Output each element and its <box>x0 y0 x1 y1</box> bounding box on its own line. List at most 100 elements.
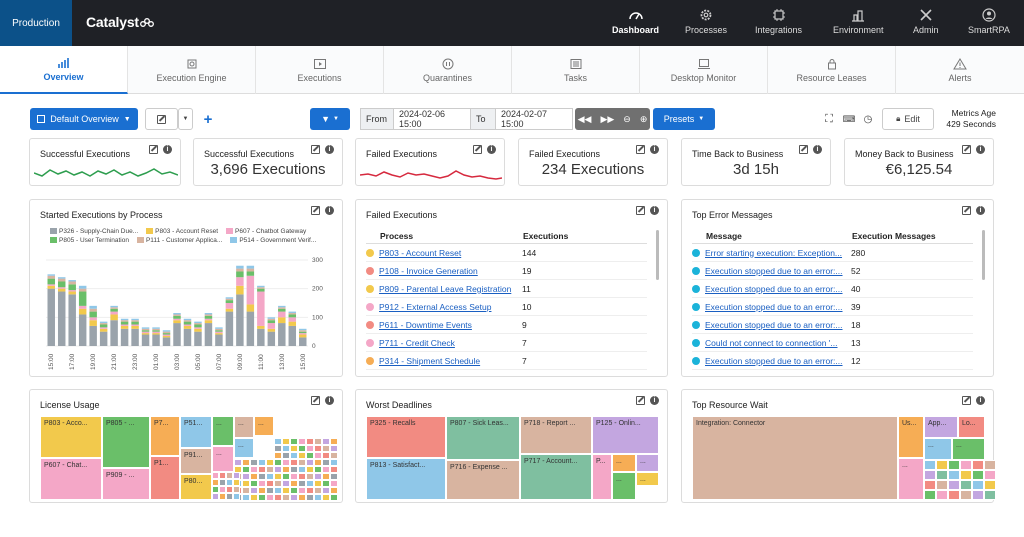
bar-segment[interactable] <box>78 308 87 315</box>
bar-segment[interactable] <box>78 291 87 306</box>
treemap-cell-small[interactable] <box>936 480 948 490</box>
bar-segment[interactable] <box>162 337 171 346</box>
treemap-cell-small[interactable] <box>306 445 314 452</box>
treemap-cell-small[interactable] <box>298 452 306 459</box>
error-message-link[interactable]: Execution stopped due to an error:... <box>705 319 843 330</box>
bar-segment[interactable] <box>257 325 265 329</box>
fullscreen-icon[interactable]: ⛶ <box>825 112 833 125</box>
treemap-cell-small[interactable] <box>282 473 290 480</box>
treemap-cell-small[interactable] <box>266 466 274 473</box>
bar-segment[interactable] <box>246 271 255 276</box>
bar-segment[interactable] <box>99 324 108 328</box>
bar-segment[interactable] <box>246 265 255 269</box>
bar-segment[interactable] <box>194 331 202 346</box>
error-message-link[interactable]: Could not connect to connection '... <box>705 337 838 348</box>
bar-segment[interactable] <box>57 288 66 292</box>
info-icon[interactable]: i <box>976 206 985 215</box>
bar-segment[interactable] <box>299 330 307 332</box>
treemap-cell[interactable]: ... <box>636 454 659 472</box>
treemap-cell-small[interactable] <box>924 460 936 470</box>
treemap-cell-small[interactable] <box>290 445 298 452</box>
bar-segment[interactable] <box>152 331 160 334</box>
treemap-cell[interactable]: P803 - Acco... <box>40 416 102 458</box>
error-message-link[interactable]: Execution stopped due to an error:... <box>705 283 843 294</box>
treemap-cell-small[interactable] <box>948 470 960 480</box>
bar-segment[interactable] <box>110 305 118 308</box>
bar-segment[interactable] <box>120 325 129 329</box>
bar-segment[interactable] <box>141 330 150 332</box>
treemap-cell[interactable]: P717 - Account... <box>520 454 592 500</box>
treemap-cell[interactable]: App... <box>924 416 958 438</box>
treemap-cell-small[interactable] <box>219 486 226 493</box>
dashboard-select[interactable]: Default Overview ▼ <box>30 108 138 130</box>
bar-segment[interactable] <box>288 321 297 326</box>
treemap-cell-small[interactable] <box>226 472 233 479</box>
bar-segment[interactable] <box>236 294 244 346</box>
tab-execution-engine[interactable]: Execution Engine <box>128 46 256 94</box>
treemap-cell-small[interactable] <box>330 487 338 494</box>
bar-segment[interactable] <box>194 323 202 325</box>
bar-segment[interactable] <box>141 333 150 335</box>
bar-segment[interactable] <box>131 320 139 322</box>
treemap-cell[interactable]: ... <box>898 458 924 500</box>
bar-segment[interactable] <box>68 294 76 346</box>
treemap-cell-small[interactable] <box>290 494 298 501</box>
treemap-cell[interactable]: P805 - ... <box>102 416 150 468</box>
bar-segment[interactable] <box>141 331 150 334</box>
info-icon[interactable]: i <box>325 145 334 154</box>
treemap-cell-small[interactable] <box>972 480 984 490</box>
bar-segment[interactable] <box>236 277 244 286</box>
bar-segment[interactable] <box>215 328 223 331</box>
bar-segment[interactable] <box>120 328 129 346</box>
bar-segment[interactable] <box>110 308 118 312</box>
filter-button[interactable]: ▼ ▼ <box>310 108 350 130</box>
bar-segment[interactable] <box>173 320 181 324</box>
bar-segment[interactable] <box>47 275 55 279</box>
treemap-cell-small[interactable] <box>960 460 972 470</box>
treemap-cell-small[interactable] <box>322 459 330 466</box>
tab-alerts[interactable]: Alerts <box>896 46 1024 94</box>
treemap-cell-small[interactable] <box>948 480 960 490</box>
bar-segment[interactable] <box>267 320 276 324</box>
bar-segment[interactable] <box>57 291 66 346</box>
process-link[interactable]: P912 - External Access Setup <box>379 301 492 312</box>
bar-segment[interactable] <box>246 275 255 305</box>
treemap-cell-small[interactable] <box>266 494 274 501</box>
tab-tasks[interactable]: Tasks <box>512 46 640 94</box>
edit-icon[interactable] <box>473 145 482 154</box>
treemap-cell[interactable]: P607 - Chat... <box>40 458 102 500</box>
bar-segment[interactable] <box>78 314 87 346</box>
legend-item[interactable]: P111 - Customer Applica... <box>136 237 222 244</box>
dashboard-menu-dropdown[interactable]: ▼ <box>178 108 193 130</box>
treemap-cell-small[interactable] <box>322 494 330 501</box>
bar-segment[interactable] <box>57 277 66 279</box>
scrollbar[interactable] <box>656 230 659 280</box>
treemap-cell[interactable]: P716 - Expense ... <box>446 460 520 500</box>
bar-segment[interactable] <box>183 320 192 322</box>
bar-segment[interactable] <box>267 318 276 321</box>
treemap-cell-small[interactable] <box>250 459 258 466</box>
treemap-cell-small[interactable] <box>258 480 266 487</box>
bar-segment[interactable] <box>120 321 129 325</box>
treemap-cell-small[interactable] <box>266 480 274 487</box>
treemap-cell[interactable]: ... <box>636 472 659 486</box>
treemap-cell-small[interactable] <box>322 438 330 445</box>
treemap-cell-small[interactable] <box>306 487 314 494</box>
process-link[interactable]: P108 - Invoice Generation <box>379 265 478 276</box>
bar-segment[interactable] <box>236 268 244 272</box>
treemap-cell[interactable]: ... <box>212 446 234 472</box>
bar-segment[interactable] <box>204 320 213 324</box>
bar-segment[interactable] <box>267 328 276 332</box>
treemap-cell-small[interactable] <box>314 473 322 480</box>
bar-segment[interactable] <box>68 280 76 282</box>
bar-segment[interactable] <box>299 328 307 331</box>
treemap-cell-small[interactable] <box>322 473 330 480</box>
bar-segment[interactable] <box>278 308 286 312</box>
legend-item[interactable]: P514 - Government Verif... <box>230 237 316 244</box>
treemap-cell-small[interactable] <box>219 493 226 500</box>
bar-segment[interactable] <box>267 317 276 319</box>
bar-segment[interactable] <box>257 328 265 346</box>
bar-segment[interactable] <box>236 271 244 278</box>
treemap-cell[interactable]: P... <box>592 454 612 500</box>
presets-button[interactable]: Presets ▼ <box>653 108 715 130</box>
